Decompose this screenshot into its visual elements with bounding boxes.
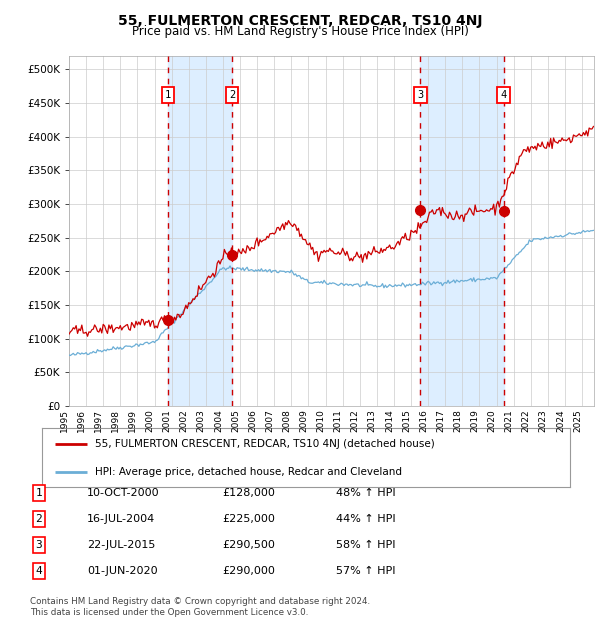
Text: 1998: 1998 <box>112 409 121 432</box>
Text: 2016: 2016 <box>419 409 428 432</box>
Text: £290,000: £290,000 <box>222 566 275 576</box>
Text: 2010: 2010 <box>317 409 326 432</box>
Text: 55, FULMERTON CRESCENT, REDCAR, TS10 4NJ (detached house): 55, FULMERTON CRESCENT, REDCAR, TS10 4NJ… <box>95 440 434 450</box>
Text: 2000: 2000 <box>146 409 155 432</box>
Text: Contains HM Land Registry data © Crown copyright and database right 2024.
This d: Contains HM Land Registry data © Crown c… <box>30 598 370 617</box>
Text: 2006: 2006 <box>248 409 257 432</box>
Text: £128,000: £128,000 <box>222 488 275 498</box>
Text: 2021: 2021 <box>505 409 514 432</box>
Bar <box>421 56 504 406</box>
Text: 2002: 2002 <box>180 409 189 432</box>
Text: 2014: 2014 <box>385 409 394 432</box>
Text: 2009: 2009 <box>299 409 308 432</box>
Text: £290,500: £290,500 <box>222 540 275 550</box>
Text: 10-OCT-2000: 10-OCT-2000 <box>87 488 160 498</box>
Text: 2020: 2020 <box>488 409 497 432</box>
Text: 2008: 2008 <box>283 409 292 432</box>
Text: 4: 4 <box>500 90 507 100</box>
Bar <box>168 56 232 406</box>
Text: 1995: 1995 <box>60 409 69 432</box>
Text: 1997: 1997 <box>94 409 103 432</box>
Text: 2: 2 <box>35 514 43 524</box>
Text: 4: 4 <box>35 566 43 576</box>
Text: 2024: 2024 <box>556 409 565 432</box>
Text: 48% ↑ HPI: 48% ↑ HPI <box>336 488 395 498</box>
Text: 2005: 2005 <box>231 409 240 432</box>
Text: 2025: 2025 <box>573 409 582 432</box>
Text: 2017: 2017 <box>436 409 445 432</box>
Text: 2012: 2012 <box>351 409 360 432</box>
Text: 2015: 2015 <box>402 409 411 432</box>
Text: 2011: 2011 <box>334 409 343 432</box>
Text: 1999: 1999 <box>128 409 137 432</box>
Text: 2001: 2001 <box>163 409 172 432</box>
Text: 2018: 2018 <box>454 409 463 432</box>
Text: 58% ↑ HPI: 58% ↑ HPI <box>336 540 395 550</box>
Text: 57% ↑ HPI: 57% ↑ HPI <box>336 566 395 576</box>
Text: 01-JUN-2020: 01-JUN-2020 <box>87 566 158 576</box>
Text: 2003: 2003 <box>197 409 206 432</box>
Text: 1: 1 <box>35 488 43 498</box>
Text: 16-JUL-2004: 16-JUL-2004 <box>87 514 155 524</box>
Text: 2013: 2013 <box>368 409 377 432</box>
Text: 44% ↑ HPI: 44% ↑ HPI <box>336 514 395 524</box>
Text: 2023: 2023 <box>539 409 548 432</box>
Text: 22-JUL-2015: 22-JUL-2015 <box>87 540 155 550</box>
Text: 2022: 2022 <box>522 409 531 432</box>
Text: 3: 3 <box>418 90 424 100</box>
Text: 2004: 2004 <box>214 409 223 432</box>
Text: 2007: 2007 <box>265 409 274 432</box>
Text: 1: 1 <box>165 90 171 100</box>
Text: HPI: Average price, detached house, Redcar and Cleveland: HPI: Average price, detached house, Redc… <box>95 467 402 477</box>
Text: £225,000: £225,000 <box>222 514 275 524</box>
Text: 1996: 1996 <box>77 409 86 432</box>
Text: 3: 3 <box>35 540 43 550</box>
Text: 2019: 2019 <box>470 409 479 432</box>
Text: Price paid vs. HM Land Registry's House Price Index (HPI): Price paid vs. HM Land Registry's House … <box>131 25 469 38</box>
Text: 2: 2 <box>229 90 235 100</box>
Text: 55, FULMERTON CRESCENT, REDCAR, TS10 4NJ: 55, FULMERTON CRESCENT, REDCAR, TS10 4NJ <box>118 14 482 28</box>
